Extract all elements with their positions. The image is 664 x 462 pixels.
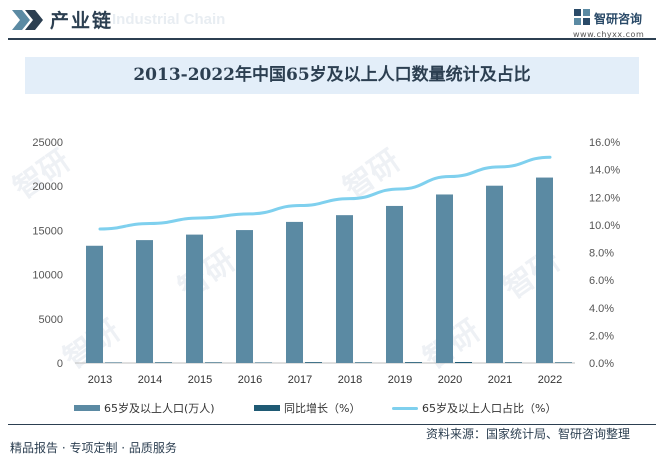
chart: 0 5000 10000 15000 20000 25000 0.0% 2.0% 4.0% 6.0… (32, 137, 620, 386)
bar-growth (105, 362, 122, 363)
footer-divider (8, 424, 656, 425)
bar-growth (355, 362, 372, 363)
x-tick-label: 2020 (438, 374, 462, 386)
line-share (98, 155, 552, 231)
chevron-double-icon (12, 10, 43, 30)
footer-source: 资料来源：国家统计局、智研咨询整理 (426, 427, 631, 441)
bar-growth (205, 362, 222, 363)
y-right-tick-label: 4.0% (589, 303, 614, 315)
bar-population (136, 240, 153, 363)
bar-population (486, 185, 503, 363)
legend-swatch (392, 406, 418, 410)
brand-url: www.chyxx.com (573, 30, 645, 39)
bar-population (86, 245, 103, 363)
brand: 智研咨询 www.chyxx.com (573, 8, 657, 42)
bar-growth (455, 361, 472, 363)
header: 产业链 Industrial Chain (0, 0, 664, 44)
legend-swatch (254, 405, 280, 411)
bar-population (286, 221, 303, 363)
bar-growth (555, 362, 572, 363)
bar-population (336, 215, 353, 363)
bar-growth (155, 362, 172, 363)
x-tick-label: 2014 (138, 374, 162, 386)
x-tick-label: 2013 (88, 374, 112, 386)
bar-growth (305, 362, 322, 363)
y-left-tick-label: 25000 (32, 137, 63, 149)
y-right-tick-label: 14.0% (589, 165, 620, 177)
y-left-tick-label: 10000 (32, 270, 63, 282)
y-right-tick-label: 16.0% (589, 137, 620, 149)
bar-population (186, 234, 203, 363)
legend-item-population: 65岁及以上人口(万人) (74, 397, 215, 419)
y-left-tick-label: 15000 (32, 225, 63, 237)
bar-population (436, 194, 453, 363)
x-tick-label: 2015 (188, 374, 212, 386)
legend-item-share: 65岁及以上人口占比（%） (392, 397, 556, 419)
y-right-tick-label: 6.0% (589, 275, 614, 287)
y-right-tick-label: 2.0% (589, 330, 614, 342)
header-divider (8, 38, 656, 40)
x-tick-label: 2021 (488, 374, 512, 386)
brand-name: 智研咨询 (594, 12, 643, 26)
y-left-tick-label: 20000 (32, 181, 63, 193)
legend: 65岁及以上人口(万人) 同比增长（%） 65岁及以上人口占比（%） (0, 397, 664, 419)
legend-label: 65岁及以上人口(万人) (104, 402, 215, 415)
brand-logo-icon (574, 9, 590, 25)
bar-growth (505, 362, 522, 363)
bar-growth (255, 362, 272, 363)
footer-slogan: 精品报告 · 专项定制 · 品质服务 (10, 441, 177, 455)
header-title: 产业链 (50, 10, 114, 32)
x-tick-label: 2019 (388, 374, 412, 386)
x-tick-label: 2016 (238, 374, 262, 386)
legend-swatch (74, 405, 100, 411)
y-right-tick-label: 8.0% (589, 248, 614, 260)
chart-title: 2013-2022年中国65岁及以上人口数量统计及占比 (133, 65, 531, 85)
header-watermark: Industrial Chain (112, 11, 226, 28)
legend-label: 同比增长（%） (284, 402, 361, 415)
x-tick-label: 2017 (288, 374, 312, 386)
y-right-tick-label: 10.0% (589, 220, 620, 232)
bar-growth (405, 362, 422, 363)
y-left-tick-label: 0 (57, 358, 63, 370)
chart-title-band: 2013-2022年中国65岁及以上人口数量统计及占比 (25, 57, 639, 94)
y-right-tick-label: 0.0% (589, 358, 614, 370)
y-right-tick-label: 12.0% (589, 192, 620, 204)
y-left-tick-label: 5000 (39, 314, 63, 326)
x-tick-label: 2022 (538, 374, 562, 386)
legend-item-growth: 同比增长（%） (254, 397, 360, 419)
bar-population (236, 230, 253, 363)
legend-label: 65岁及以上人口占比（%） (422, 402, 557, 415)
bar-population (536, 177, 553, 363)
bar-population (386, 205, 403, 363)
x-tick-label: 2018 (338, 374, 362, 386)
